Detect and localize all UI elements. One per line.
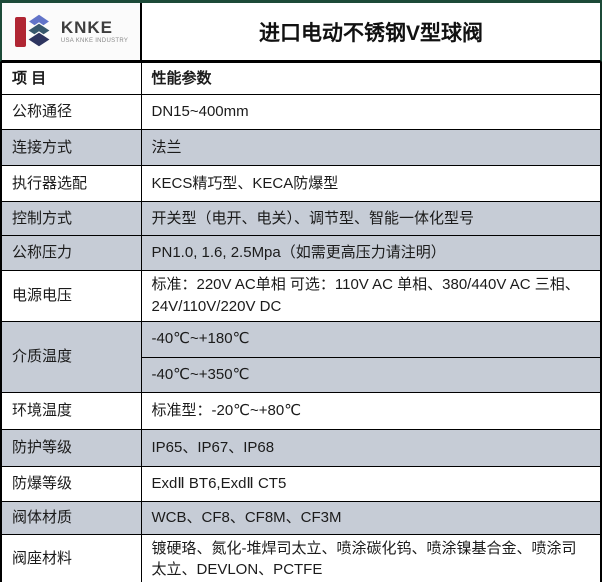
row-label: 阀座材料 <box>0 533 142 582</box>
row-value: PN1.0, 1.6, 2.5Mpa（如需更高压力请注明） <box>140 235 602 271</box>
knke-layers-icon <box>14 12 52 48</box>
row-value: 开关型（电开、电关）、调节型、智能一体化型号 <box>140 201 602 236</box>
row-label: 公称压力 <box>0 235 142 271</box>
table-row: 执行器选配 KECS精巧型、KECA防爆型 <box>0 165 602 202</box>
table-row: 公称压力 PN1.0, 1.6, 2.5Mpa（如需更高压力请注明） <box>0 235 602 271</box>
spec-table-body: 项 目 性能参数 公称通径 DN15~400mm 连接方式 法兰 执行器选配 K… <box>0 62 602 582</box>
row-label: 阀体材质 <box>0 500 142 535</box>
table-row: 介质温度 -40℃~+180℃ <box>0 320 602 393</box>
row-value: -40℃~+350℃ <box>140 356 602 393</box>
row-value: -40℃~+180℃ <box>140 320 602 358</box>
table-row: 阀座材料 镀硬珞、氮化-堆焊司太立、喷涂碳化钨、喷涂镍基合金、喷涂司太立、DEV… <box>0 533 602 582</box>
header: KNKE USA KNKE INDUSTRY 进口电动不锈钢V型球阀 <box>0 0 602 62</box>
row-value: 标准：220V AC单相 可选：110V AC 单相、380/440V AC 三… <box>140 270 602 322</box>
row-label: 防爆等级 <box>0 465 142 502</box>
page-title: 进口电动不锈钢V型球阀 <box>258 21 483 45</box>
table-row: 连接方式 法兰 <box>0 129 602 166</box>
row-label: 介质温度 <box>0 320 142 393</box>
table-row: 控制方式 开关型（电开、电关）、调节型、智能一体化型号 <box>0 201 602 236</box>
spec-table: 项 目 性能参数 公称通径 DN15~400mm 连接方式 法兰 执行器选配 K… <box>0 62 602 582</box>
table-row: 防爆等级 ExdⅡ BT6,ExdⅡ CT5 <box>0 465 602 502</box>
logo-tagline: USA KNKE INDUSTRY <box>60 37 129 44</box>
table-row: 阀体材质 WCB、CF8、CF8M、CF3M <box>0 500 602 535</box>
table-row: 公称通径 DN15~400mm <box>0 94 602 130</box>
table-header-row: 项 目 性能参数 <box>0 62 602 95</box>
column-header-params: 性能参数 <box>140 62 602 95</box>
logo: KNKE USA KNKE INDUSTRY <box>2 3 142 60</box>
row-value: DN15~400mm <box>140 94 602 130</box>
row-value: IP65、IP67、IP68 <box>140 428 602 467</box>
row-value: ExdⅡ BT6,ExdⅡ CT5 <box>140 465 602 502</box>
row-label: 环境温度 <box>0 391 142 430</box>
logo-text: KNKE USA KNKE INDUSTRY <box>61 19 128 44</box>
row-value: KECS精巧型、KECA防爆型 <box>140 165 602 202</box>
table-row: 环境温度 标准型：-20℃~+80℃ <box>0 391 602 430</box>
row-value: 法兰 <box>140 129 602 166</box>
row-value: 镀硬珞、氮化-堆焊司太立、喷涂碳化钨、喷涂镍基合金、喷涂司太立、DEVLON、P… <box>140 533 602 582</box>
row-label: 电源电压 <box>0 270 142 322</box>
row-value: 标准型：-20℃~+80℃ <box>140 391 602 430</box>
table-row: -40℃~+350℃ <box>1 356 602 393</box>
row-label: 防护等级 <box>0 428 142 467</box>
logo-brand: KNKE <box>60 17 113 37</box>
row-value: WCB、CF8、CF8M、CF3M <box>140 500 602 535</box>
row-label: 控制方式 <box>0 201 142 236</box>
table-row: 电源电压 标准：220V AC单相 可选：110V AC 单相、380/440V… <box>0 270 602 322</box>
row-label: 执行器选配 <box>0 165 142 202</box>
row-label: 公称通径 <box>0 94 142 130</box>
column-header-item: 项 目 <box>0 62 142 95</box>
row-label: 连接方式 <box>0 129 142 166</box>
table-row: 防护等级 IP65、IP67、IP68 <box>0 428 602 467</box>
